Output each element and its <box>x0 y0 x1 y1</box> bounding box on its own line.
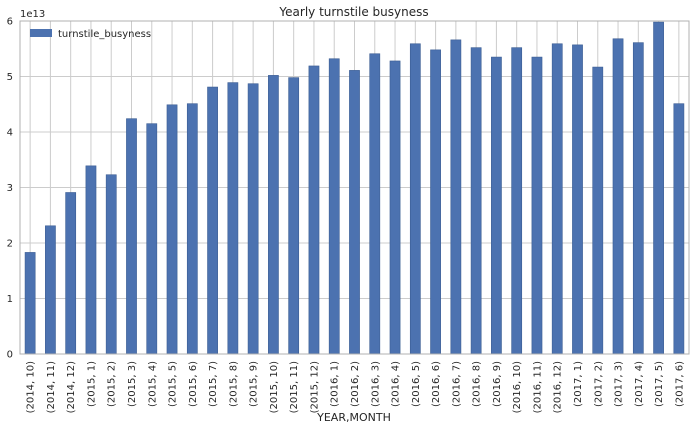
bar <box>491 56 502 355</box>
plot-frame <box>19 20 690 355</box>
bar <box>592 66 604 355</box>
bar <box>45 225 56 355</box>
bar <box>450 39 462 355</box>
x-tick-label: (2014, 11) <box>46 361 57 413</box>
bar <box>268 75 279 355</box>
bar <box>409 43 421 355</box>
y-tick-label: 5 <box>7 72 13 83</box>
x-tick-label: (2017, 1) <box>573 361 584 407</box>
bar <box>389 60 401 355</box>
y-axis-offset-label: 1e13 <box>20 9 45 20</box>
bar <box>572 44 583 355</box>
x-tick-label: (2015, 9) <box>249 361 260 407</box>
bar <box>430 49 441 355</box>
bar <box>612 38 624 355</box>
bar <box>369 53 381 355</box>
x-tick-label: (2016, 2) <box>350 361 361 407</box>
bar <box>85 165 97 355</box>
bar <box>328 58 340 355</box>
bar <box>207 86 218 355</box>
x-tick-label: (2017, 4) <box>634 361 645 407</box>
y-tick-label: 3 <box>7 183 13 194</box>
bar <box>308 65 320 355</box>
y-tick-labels: 0 1 2 3 4 5 6 <box>7 17 13 361</box>
x-tick-label: (2016, 12) <box>553 361 564 413</box>
bar <box>673 103 685 355</box>
bar <box>186 103 198 355</box>
x-tick-label: (2014, 12) <box>66 361 77 413</box>
x-tick-label: (2016, 11) <box>532 361 543 413</box>
bar <box>126 118 137 355</box>
x-tick-label: (2015, 10) <box>269 361 280 413</box>
x-tick-label: (2015, 12) <box>309 361 320 413</box>
x-tick-label: (2015, 1) <box>86 361 97 407</box>
x-tick-label: (2016, 4) <box>391 361 402 407</box>
y-tick-label: 1 <box>7 294 13 305</box>
bar <box>653 21 664 355</box>
legend: turnstile_busyness <box>30 29 151 40</box>
bar <box>511 47 523 355</box>
bars-group <box>24 21 685 355</box>
x-tick-label: (2015, 11) <box>289 361 300 413</box>
bar <box>24 252 36 355</box>
y-tick-label: 4 <box>7 128 13 139</box>
chart-title: Yearly turnstile busyness <box>278 5 428 19</box>
x-tick-label: (2016, 8) <box>472 361 483 407</box>
x-tick-label: (2016, 7) <box>451 361 462 407</box>
bar <box>227 82 239 355</box>
bar <box>166 104 178 355</box>
legend-swatch <box>30 29 52 37</box>
bar <box>105 174 117 355</box>
x-tick-label: (2015, 5) <box>168 361 179 407</box>
x-tick-label: (2015, 3) <box>127 361 138 407</box>
x-tick-label: (2015, 4) <box>147 361 158 407</box>
bar <box>247 83 259 355</box>
x-tick-label: (2014, 10) <box>26 361 37 413</box>
y-tick-label: 6 <box>7 17 13 28</box>
x-tick-label: (2017, 6) <box>674 361 685 407</box>
x-tick-label: (2016, 5) <box>411 361 422 407</box>
x-tick-label: (2016, 1) <box>330 361 341 407</box>
bar <box>288 77 300 355</box>
x-tick-label: (2016, 3) <box>370 361 381 407</box>
bar <box>349 70 360 355</box>
bar <box>632 42 644 355</box>
x-tick-label: (2016, 10) <box>512 361 523 413</box>
bar <box>65 192 77 355</box>
x-axis-label: YEAR,MONTH <box>316 411 391 424</box>
bar <box>551 43 563 355</box>
x-tick-label: (2017, 2) <box>593 361 604 407</box>
y-tick-label: 0 <box>7 350 13 361</box>
x-tick-label: (2015, 7) <box>208 361 219 407</box>
x-tick-label: (2017, 3) <box>614 361 625 407</box>
x-tick-label: (2015, 6) <box>188 361 199 407</box>
x-tick-label: (2017, 5) <box>654 361 665 407</box>
legend-label: turnstile_busyness <box>58 29 151 40</box>
x-tick-label: (2015, 8) <box>228 361 239 407</box>
bar <box>470 47 482 355</box>
x-tick-labels: (2014, 10) (2014, 11) (2014, 12) (2015, 1) (… <box>26 361 686 413</box>
y-tick-label: 2 <box>7 239 13 250</box>
bar <box>531 56 543 355</box>
bar <box>146 123 158 355</box>
x-tick-label: (2015, 2) <box>107 361 118 407</box>
x-tick-label: (2016, 6) <box>431 361 442 407</box>
x-tick-label: (2016, 9) <box>492 361 503 407</box>
